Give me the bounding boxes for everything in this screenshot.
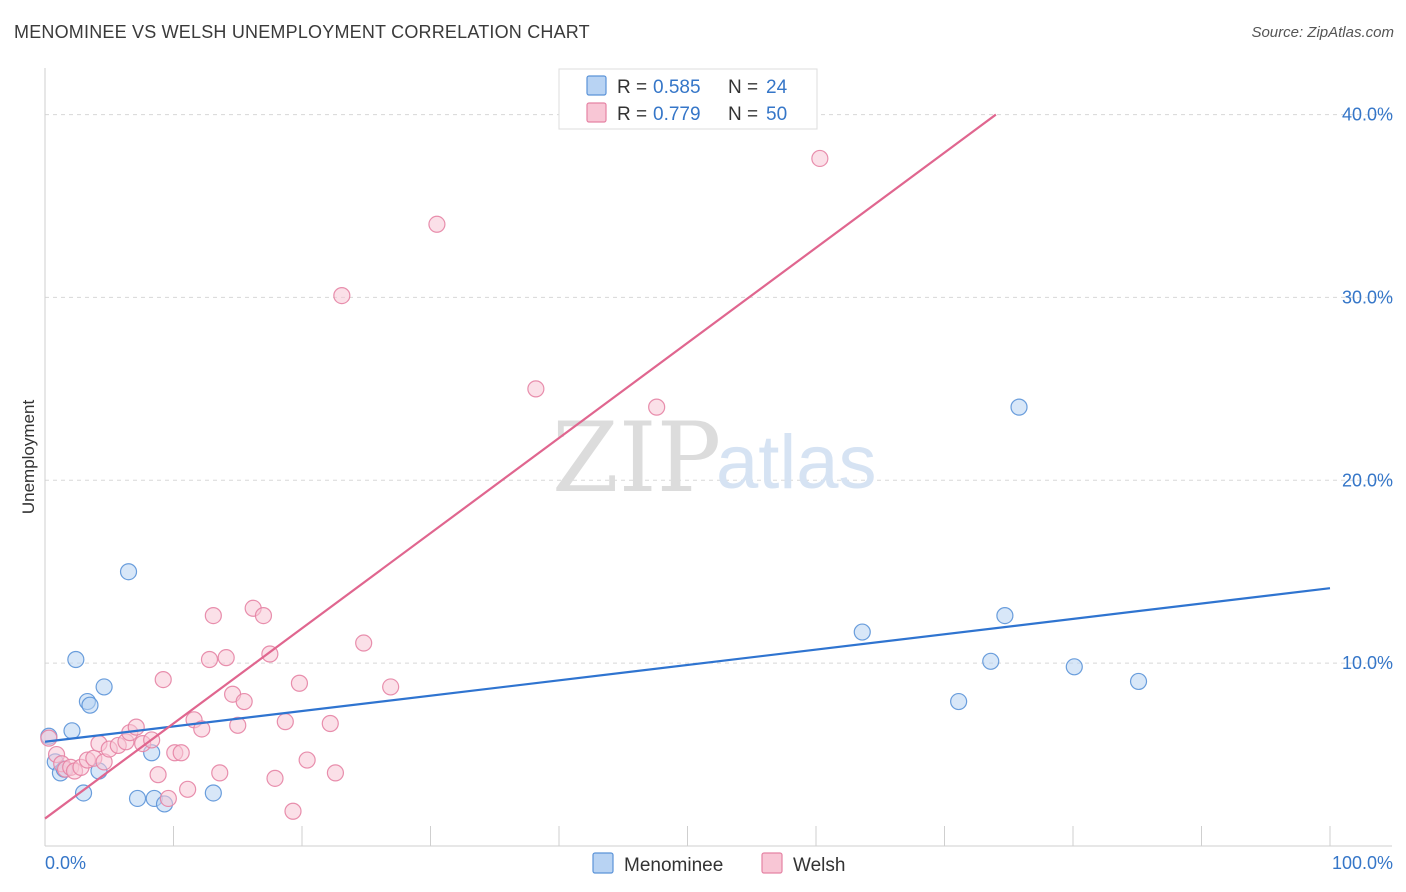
menominee-trend-line [44, 587, 1331, 743]
menominee-point [853, 623, 871, 641]
legend-r-value-menominee: 0.585 [653, 77, 701, 98]
welsh-point [811, 149, 829, 168]
welsh-trend-line [44, 113, 997, 820]
legend-r-label: R = [617, 104, 647, 125]
menominee-point [204, 784, 222, 802]
legend-box: R = 0.585 N = 24 R = 0.779 N = 50 [558, 68, 818, 130]
bottom-legend: Menominee Welsh [592, 852, 845, 876]
menominee-point [81, 696, 99, 714]
welsh-point [193, 720, 211, 738]
welsh-point [266, 769, 284, 787]
tick-labels: 10.0% 20.0% 30.0% 40.0% 0.0% 100.0% [45, 105, 1393, 873]
legend-n-label: N = [728, 77, 758, 98]
welsh-point [40, 729, 58, 747]
bottom-legend-label-menominee: Menominee [624, 855, 723, 876]
welsh-point [428, 215, 446, 233]
y-axis-label: Unemployment [19, 400, 38, 515]
welsh-point [172, 744, 190, 762]
welsh-point [648, 398, 666, 416]
welsh-point [321, 714, 339, 733]
welsh-point [229, 716, 247, 734]
y-tick-label: 10.0% [1342, 653, 1393, 673]
menominee-point [1010, 398, 1028, 416]
welsh-point [179, 780, 197, 798]
menominee-point [119, 563, 138, 581]
y-tick-label: 40.0% [1342, 105, 1393, 125]
menominee-point [67, 650, 85, 669]
welsh-point [204, 606, 222, 625]
x-tick-label: 100.0% [1332, 853, 1393, 873]
menominee-point [996, 606, 1014, 625]
welsh-point [217, 649, 235, 667]
trend-lines [44, 113, 1331, 820]
welsh-point [200, 650, 219, 669]
grid-layer [45, 114, 1392, 664]
legend-r-label: R = [617, 77, 647, 98]
watermark: ZIP atlas [552, 402, 877, 514]
chart-source: Source: ZipAtlas.com [1251, 24, 1394, 41]
welsh-point [298, 751, 316, 769]
welsh-point [326, 764, 345, 782]
welsh-point [127, 718, 145, 736]
axis-layer [44, 68, 1392, 847]
welsh-point [284, 802, 302, 820]
welsh-point [355, 634, 373, 652]
welsh-point [527, 380, 545, 398]
legend-n-label: N = [728, 104, 758, 125]
bottom-legend-swatch-menominee [592, 852, 614, 874]
bottom-legend-swatch-welsh [761, 852, 783, 874]
welsh-point [290, 674, 309, 692]
legend-r-value-welsh: 0.779 [653, 104, 701, 125]
menominee-point [950, 692, 968, 711]
welsh-point [159, 789, 177, 808]
menominee-point [95, 678, 113, 696]
legend-n-value-menominee: 24 [766, 77, 788, 98]
legend-n-value-welsh: 50 [766, 104, 787, 125]
chart-title: MENOMINEE VS WELSH UNEMPLOYMENT CORRELAT… [14, 22, 590, 42]
x-tick-label: 0.0% [45, 853, 86, 873]
welsh-point [149, 766, 167, 784]
watermark-zip: ZIP [552, 402, 721, 514]
menominee-point [1065, 658, 1083, 676]
welsh-point [382, 678, 400, 696]
legend-swatch-menominee [586, 75, 607, 96]
watermark-atlas: atlas [716, 420, 877, 505]
bottom-legend-label-welsh: Welsh [793, 855, 845, 876]
welsh-point [276, 713, 294, 731]
welsh-point [154, 670, 172, 689]
welsh-point [333, 287, 351, 305]
menominee-point [74, 784, 93, 802]
welsh-point [254, 606, 273, 625]
y-tick-label: 20.0% [1342, 470, 1393, 490]
welsh-point [211, 764, 229, 782]
legend-swatch-welsh [586, 102, 607, 123]
menominee-point [1129, 672, 1148, 691]
y-tick-label: 30.0% [1342, 287, 1393, 307]
menominee-point [982, 652, 1000, 670]
menominee-point [128, 789, 147, 808]
welsh-point [235, 692, 253, 711]
menominee-point [63, 722, 81, 740]
